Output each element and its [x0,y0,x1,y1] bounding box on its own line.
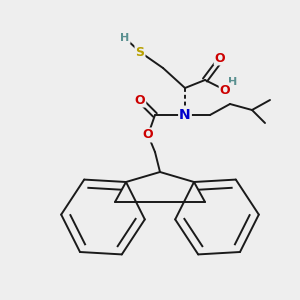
Text: H: H [120,33,130,43]
Text: S: S [136,46,145,59]
Text: H: H [228,77,238,87]
Text: O: O [135,94,145,106]
Text: O: O [215,52,225,64]
Text: O: O [220,83,230,97]
Text: O: O [143,128,153,142]
Text: N: N [179,108,191,122]
